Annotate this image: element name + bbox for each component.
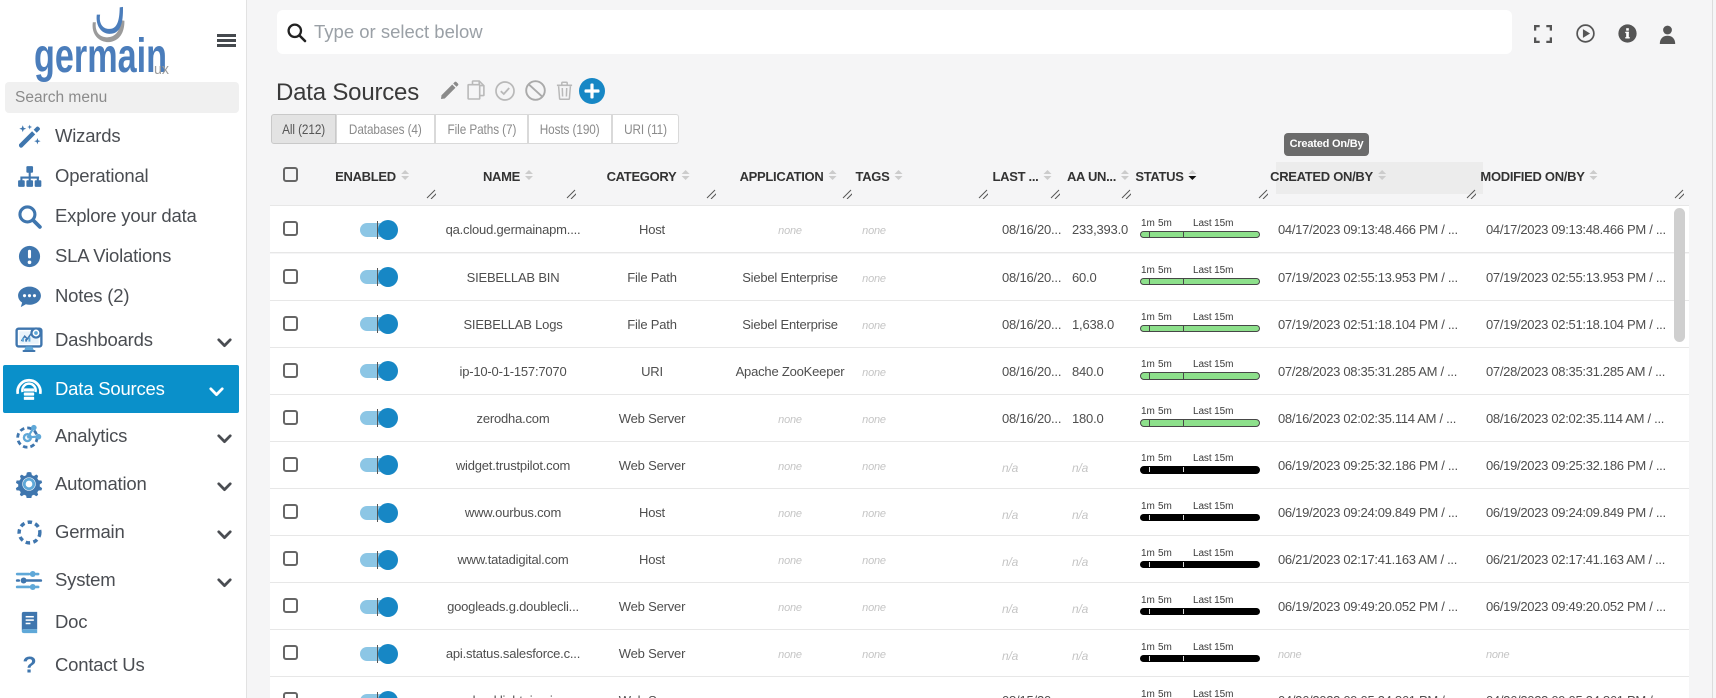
svg-text:?: ?: [22, 654, 36, 677]
svg-text:germain: germain: [34, 30, 167, 83]
svg-text:ux: ux: [154, 61, 169, 78]
